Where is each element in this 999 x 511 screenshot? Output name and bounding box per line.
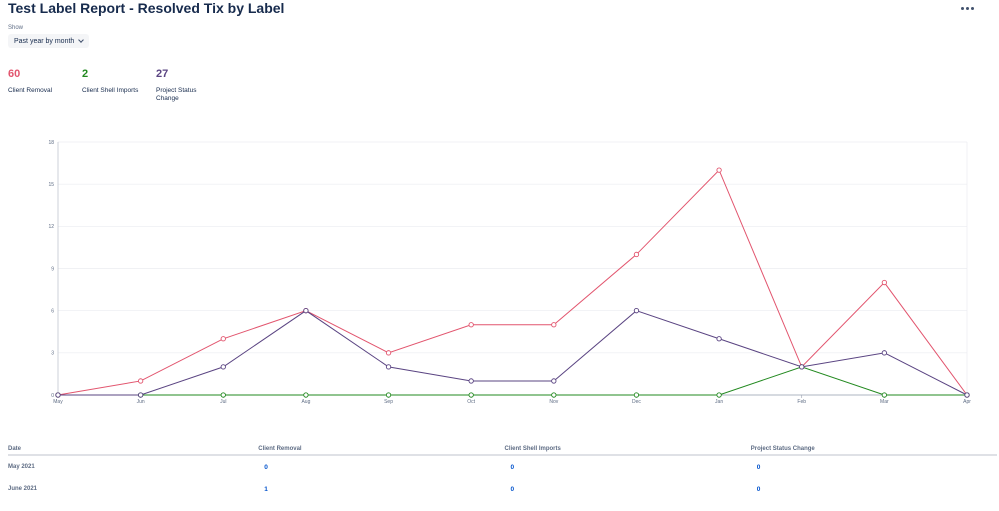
x-tick-label: Oct	[467, 399, 475, 405]
data-point	[385, 364, 392, 370]
data-point	[468, 322, 474, 328]
x-tick-label: Jul	[220, 399, 226, 405]
data-point	[468, 378, 474, 384]
row-date: May 2021	[8, 464, 35, 470]
data-point	[881, 350, 888, 356]
summary-label: Project Status Change	[156, 87, 197, 102]
x-tick-label: Feb	[797, 399, 806, 405]
row-value-client-removal[interactable]: 0	[264, 463, 268, 471]
data-point	[137, 392, 144, 398]
period-select-value: Past year by month	[14, 37, 75, 45]
summary-value: 60	[8, 68, 21, 80]
show-label: Show	[8, 25, 24, 31]
more-dots-icon	[960, 6, 964, 10]
data-point	[799, 364, 805, 370]
x-tick-label: May	[53, 399, 63, 405]
row-value-client-shell-imports[interactable]: 0	[510, 485, 515, 493]
data-point	[633, 392, 640, 398]
data-point	[716, 392, 722, 398]
column-header-date[interactable]: Date	[8, 445, 22, 452]
summary-stats: 60 Client Removal 2 Client Shell Imports…	[8, 68, 230, 103]
more-dots-icon-2	[965, 6, 969, 10]
more-actions-button[interactable]	[955, 0, 979, 16]
page-title: Test Label Report - Resolved Tix by Labe…	[8, 0, 285, 16]
table-header-row: Date Client Removal Client Shell Imports…	[8, 443, 997, 456]
data-point	[55, 392, 61, 398]
x-tick-label: Jun	[137, 399, 145, 405]
x-tick-label: Nov	[549, 399, 558, 405]
line-chart: 0 3 6 9 12 15 18 May Jun Jul Aug Sep Oct Nov Dec Jan Feb…	[48, 140, 971, 405]
data-point	[716, 336, 722, 342]
column-header-client-shell-imports[interactable]: Client Shell Imports	[504, 445, 561, 452]
data-point	[303, 392, 309, 398]
data-point	[220, 364, 226, 370]
summary-value: 2	[82, 68, 89, 80]
x-tick-label: Dec	[632, 399, 641, 405]
row-value-client-removal[interactable]: 1	[264, 485, 268, 493]
x-tick-label: Jan	[715, 399, 723, 405]
more-dots-icon-3	[970, 6, 974, 10]
data-point	[881, 279, 888, 286]
data-point	[881, 392, 888, 398]
column-header-project-status-change[interactable]: Project Status Change	[750, 445, 815, 452]
summary-card-client-shell-imports: 2 Client Shell Imports	[82, 68, 144, 103]
table-row: May 2021 0 0 0	[8, 456, 997, 478]
x-tick-label: Apr	[963, 399, 971, 405]
summary-card-project-status-change: 27 Project Status Change	[156, 68, 218, 103]
series-line-1	[58, 366, 967, 396]
chevron-down-icon	[78, 37, 85, 43]
summary-value: 27	[156, 68, 169, 80]
x-tick-label: Mar	[880, 399, 889, 405]
data-point	[633, 308, 640, 314]
y-tick-label: 9	[51, 266, 54, 272]
data-point	[303, 308, 309, 314]
data-point	[964, 392, 970, 398]
data-point	[385, 392, 392, 398]
report-header: Test Label Report - Resolved Tix by Labe…	[8, 0, 991, 18]
summary-label: Client Removal	[8, 87, 53, 94]
data-point	[468, 392, 474, 398]
column-header-client-removal[interactable]: Client Removal	[258, 445, 302, 452]
data-point	[551, 378, 557, 384]
y-tick-label: 12	[48, 224, 54, 230]
summary-card-client-removal: 60 Client Removal	[8, 68, 70, 103]
y-tick-label: 0	[51, 393, 54, 399]
y-tick-label: 3	[51, 351, 54, 357]
y-tick-label: 15	[48, 182, 54, 188]
data-point	[551, 392, 557, 398]
data-table: Date Client Removal Client Shell Imports…	[8, 443, 997, 500]
summary-label: Client Shell Imports	[82, 87, 139, 94]
data-point	[551, 322, 557, 328]
y-tick-label: 6	[51, 308, 54, 314]
row-value-project-status-change[interactable]: 0	[756, 485, 761, 493]
x-tick-label: Aug	[301, 399, 310, 405]
row-value-project-status-change[interactable]: 0	[756, 463, 761, 471]
data-point	[633, 251, 640, 258]
row-value-client-shell-imports[interactable]: 0	[510, 463, 515, 471]
data-point	[385, 350, 392, 356]
series-line-0	[57, 169, 968, 396]
series-line-2	[58, 310, 968, 396]
x-tick-label: Sep	[384, 399, 393, 405]
row-date: June 2021	[8, 486, 38, 492]
y-tick-label: 18	[48, 140, 54, 146]
table-row: June 2021 1 0 0	[8, 478, 997, 500]
data-point	[716, 167, 722, 173]
data-point	[137, 378, 144, 384]
data-point	[220, 392, 226, 398]
data-point	[220, 336, 226, 342]
period-select[interactable]: Past year by month	[8, 34, 90, 48]
